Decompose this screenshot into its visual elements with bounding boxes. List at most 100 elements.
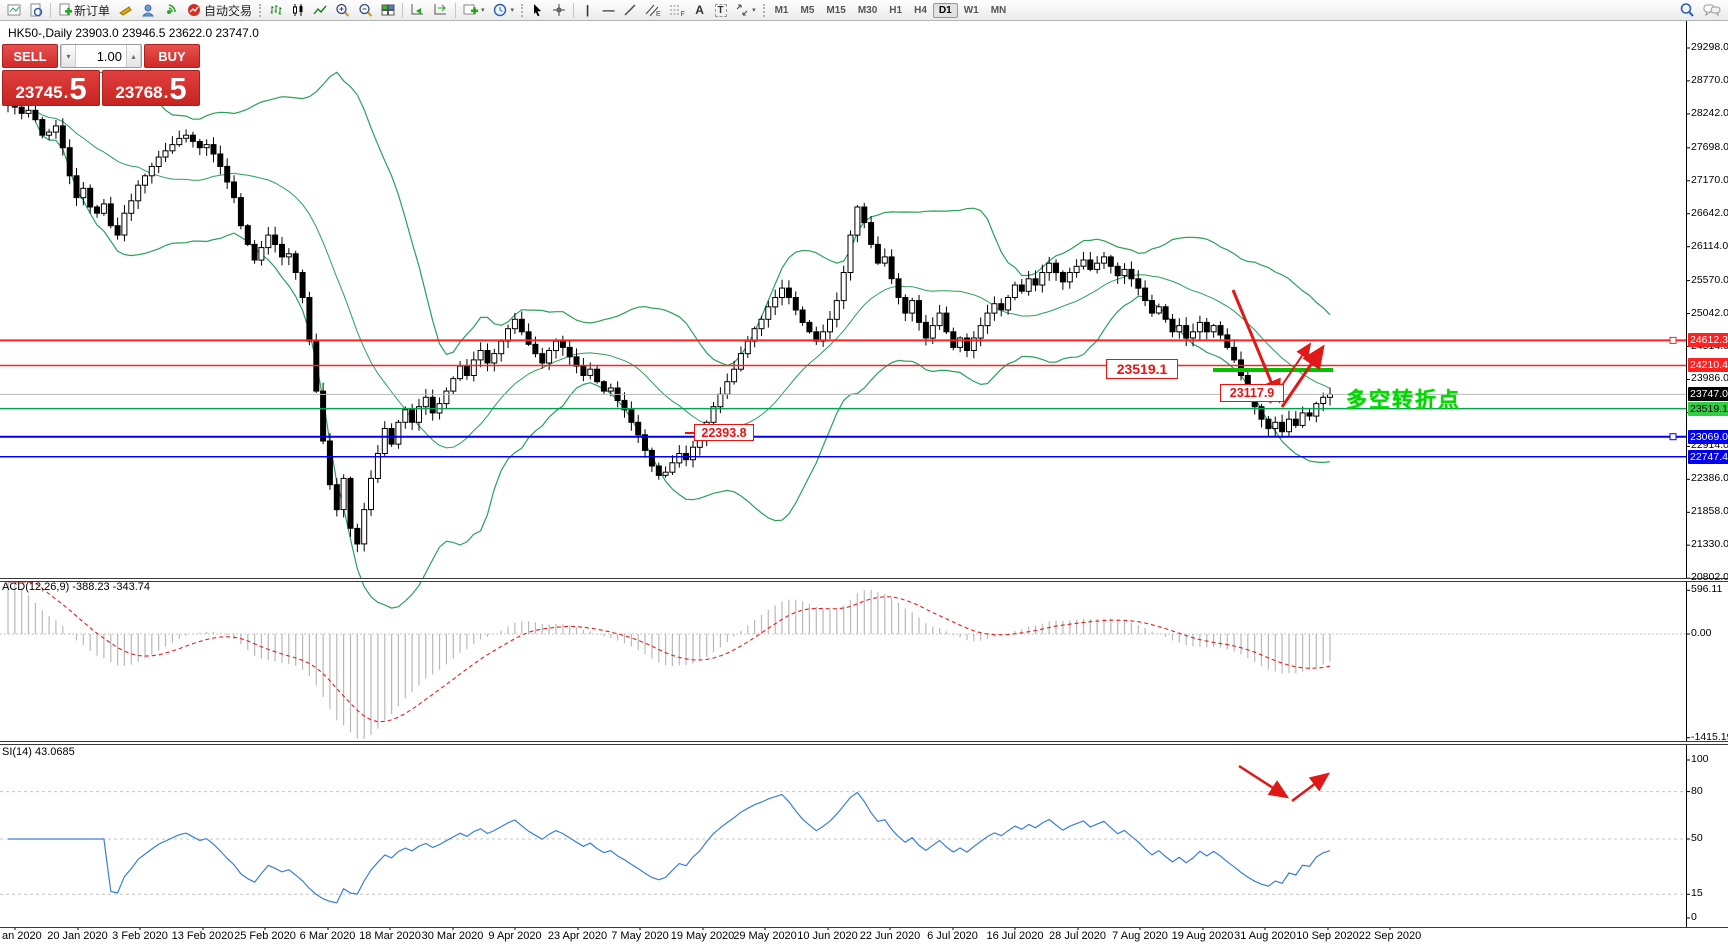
toolbar-drag-handle[interactable] bbox=[521, 3, 524, 17]
text-label-button[interactable]: T bbox=[710, 1, 731, 20]
macd-indicator-label: ACD(12,26,9) -388.23 -343.74 bbox=[2, 581, 150, 593]
metaeditor-button[interactable] bbox=[114, 1, 137, 20]
search-button[interactable] bbox=[1675, 1, 1699, 20]
buy-button[interactable]: BUY bbox=[144, 44, 200, 68]
candle-body bbox=[66, 147, 73, 177]
arrows-icon bbox=[735, 3, 749, 17]
candle-body bbox=[731, 368, 738, 383]
support-highlight-segment[interactable] bbox=[1213, 368, 1333, 372]
cursor-button[interactable] bbox=[527, 1, 548, 20]
vertical-line-icon: | bbox=[585, 3, 590, 17]
rsi-axis-label: 80 bbox=[1691, 785, 1703, 797]
candle-body bbox=[381, 428, 388, 454]
zoom-in-button[interactable] bbox=[331, 1, 354, 20]
candle-body bbox=[498, 340, 505, 355]
sell-button[interactable]: SELL bbox=[2, 44, 58, 68]
line-handle[interactable] bbox=[1669, 433, 1677, 441]
profiles-button[interactable] bbox=[25, 1, 47, 20]
turning-point-label[interactable]: 多空转折点 bbox=[1346, 389, 1461, 412]
candle-body bbox=[1066, 272, 1073, 283]
autotrading-button[interactable]: 自动交易 bbox=[183, 1, 256, 20]
fibonacci-button[interactable]: F bbox=[665, 1, 689, 20]
tab-timeframe-h4[interactable]: H4 bbox=[914, 4, 927, 16]
price-line-label: 24210.4 bbox=[1688, 358, 1728, 372]
candle-body bbox=[237, 197, 244, 227]
candle-body bbox=[1128, 268, 1135, 280]
text-icon: A bbox=[695, 3, 704, 17]
price-tick-label: 27698.0 bbox=[1691, 141, 1728, 153]
tab-timeframe-m5[interactable]: M5 bbox=[800, 4, 815, 16]
tab-timeframe-m1[interactable]: M1 bbox=[774, 4, 789, 16]
candle-body bbox=[169, 144, 176, 152]
macd-axis-label: 0.00 bbox=[1691, 627, 1712, 639]
rsi-axis-label: 15 bbox=[1691, 887, 1703, 899]
line-handle[interactable] bbox=[1669, 336, 1677, 344]
community-button[interactable] bbox=[137, 1, 160, 20]
rsi-line bbox=[8, 791, 1331, 904]
toolbar-drag-handle[interactable] bbox=[259, 3, 262, 17]
new-chart-button[interactable] bbox=[3, 1, 25, 20]
crosshair-button[interactable] bbox=[548, 1, 570, 20]
candle-body bbox=[217, 153, 224, 167]
svg-text:E: E bbox=[656, 11, 661, 17]
bar-chart-button[interactable] bbox=[265, 1, 287, 20]
tab-timeframe-w1[interactable]: W1 bbox=[963, 4, 979, 16]
tab-timeframe-d1[interactable]: D1 bbox=[932, 2, 958, 18]
candle-body bbox=[429, 396, 436, 414]
auto-scroll-button[interactable] bbox=[406, 1, 429, 20]
candle-body bbox=[354, 527, 361, 545]
autotrading-label: 自动交易 bbox=[204, 3, 253, 18]
price-tick-label: 26114.0 bbox=[1691, 240, 1728, 252]
panel-divider-rsi[interactable] bbox=[0, 741, 1728, 745]
horizontal-line-button[interactable]: — bbox=[598, 1, 619, 20]
chart-shift-button[interactable] bbox=[429, 1, 452, 20]
candle-body bbox=[1299, 412, 1306, 426]
volume-down-button[interactable]: ▾ bbox=[61, 45, 76, 67]
svg-text:F: F bbox=[681, 11, 685, 17]
candle-body bbox=[416, 406, 422, 423]
candle-body bbox=[511, 318, 518, 330]
candle-body bbox=[916, 300, 922, 323]
sell-price-display[interactable]: 23745. 5 bbox=[2, 70, 100, 106]
candle-body bbox=[758, 318, 765, 330]
candle-body bbox=[655, 465, 662, 476]
tab-timeframe-mn[interactable]: MN bbox=[990, 4, 1007, 16]
price-annotation-box[interactable]: 23117.9 bbox=[1220, 384, 1284, 402]
arrows-button[interactable]: ▾ bbox=[731, 1, 760, 20]
panel-divider-macd[interactable] bbox=[0, 578, 1728, 582]
price-annotation-box[interactable]: 22393.8 bbox=[694, 424, 754, 441]
date-tick-label: 16 Jul 2020 bbox=[986, 930, 1044, 942]
candle-body bbox=[1135, 278, 1142, 289]
tile-windows-button[interactable] bbox=[377, 1, 399, 20]
signals-button[interactable] bbox=[160, 1, 183, 20]
price-annotation-box[interactable]: 23519.1 bbox=[1106, 359, 1178, 379]
rsi-arrow-down[interactable] bbox=[1238, 764, 1290, 799]
vertical-line-button[interactable]: | bbox=[577, 1, 598, 20]
candle-body bbox=[991, 303, 998, 314]
volume-up-button[interactable]: ▴ bbox=[126, 45, 141, 67]
rsi-arrow-up[interactable] bbox=[1291, 772, 1330, 802]
channel-button[interactable]: E bbox=[641, 1, 665, 20]
periods-button[interactable]: ▾ bbox=[489, 1, 519, 20]
sell-price-dot: . bbox=[63, 83, 69, 102]
toolbar-drag-handle[interactable] bbox=[762, 3, 766, 17]
tab-timeframe-m15[interactable]: M15 bbox=[826, 4, 846, 16]
new-order-button[interactable]: 新订单 bbox=[54, 1, 114, 20]
chat-button[interactable] bbox=[1699, 1, 1725, 20]
candle-body bbox=[977, 325, 984, 339]
candle-body bbox=[162, 150, 169, 158]
buy-price-display[interactable]: 23768. 5 bbox=[102, 70, 200, 106]
trendline-button[interactable] bbox=[619, 1, 641, 20]
tab-timeframe-h1[interactable]: H1 bbox=[889, 4, 903, 16]
candlestick-chart-button[interactable] bbox=[287, 1, 309, 20]
text-button[interactable]: A bbox=[689, 1, 710, 20]
line-chart-button[interactable] bbox=[309, 1, 331, 20]
trend-arrow-up[interactable] bbox=[1280, 344, 1325, 408]
zoom-out-button[interactable] bbox=[354, 1, 377, 20]
candle-body bbox=[772, 297, 779, 308]
volume-value[interactable]: 1.00 bbox=[96, 48, 122, 64]
indicators-button[interactable]: ▾ bbox=[459, 1, 489, 20]
tab-timeframe-m30[interactable]: M30 bbox=[857, 4, 878, 16]
candle-body bbox=[1094, 262, 1101, 270]
